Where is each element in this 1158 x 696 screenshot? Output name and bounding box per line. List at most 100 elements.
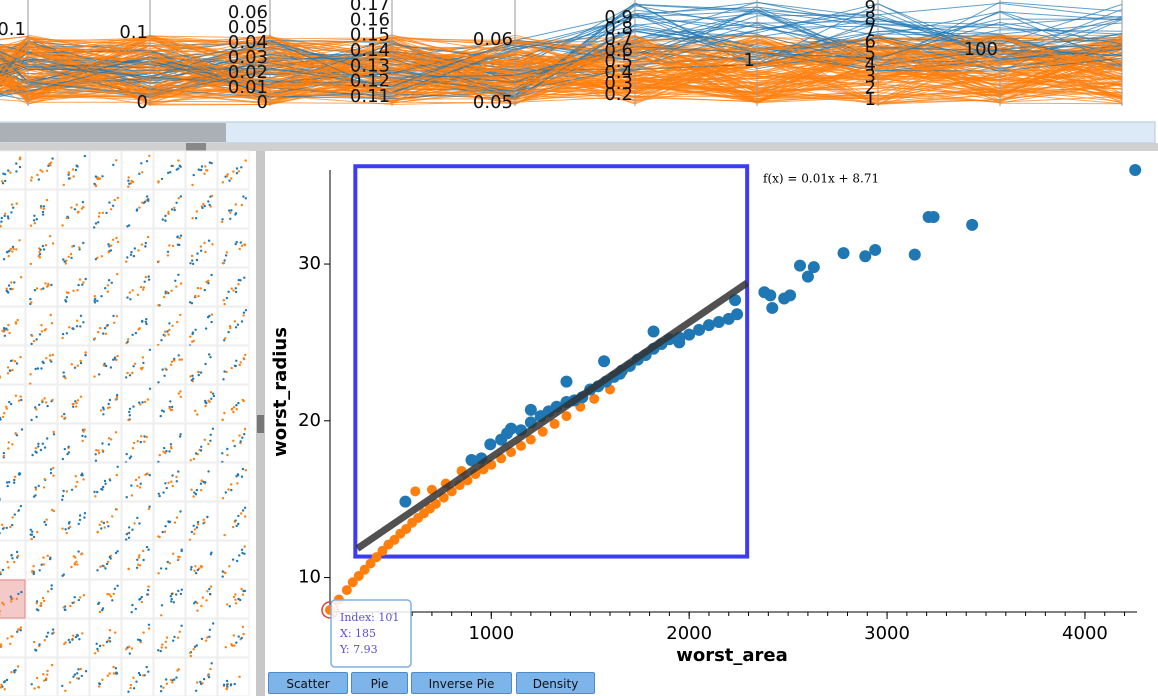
matrix-dot [136, 516, 139, 520]
view-button[interactable]: Inverse Pie [411, 672, 512, 694]
data-point [560, 375, 573, 388]
matrix-dot [167, 212, 170, 215]
matrix-dot [70, 565, 73, 569]
matrix-dot [75, 164, 78, 167]
matrix-dot [131, 371, 134, 375]
matrix-cell [89, 501, 122, 541]
matrix-dot [169, 443, 173, 446]
view-button[interactable]: Scatter [268, 672, 348, 694]
view-button[interactable]: Pie [351, 672, 408, 694]
matrix-cell [185, 384, 218, 424]
matrix-dot [165, 486, 168, 490]
matrix-dot [241, 509, 245, 512]
matrix-dot [194, 294, 197, 298]
matrix-dot [78, 638, 81, 641]
matrix-dot [74, 168, 78, 172]
data-point [525, 434, 536, 445]
matrix-dot [108, 406, 111, 409]
matrix-dot [106, 560, 110, 563]
matrix-dot [62, 412, 66, 416]
matrix-dot [34, 367, 37, 371]
matrix-dot [18, 472, 22, 475]
matrix-dot [13, 478, 16, 482]
matrix-dot [173, 208, 176, 212]
matrix-dot [50, 360, 53, 363]
matrix-dot [236, 559, 239, 563]
matrix-dot [15, 202, 18, 205]
matrix-dot [207, 674, 210, 677]
matrix-dot [136, 484, 139, 488]
matrix-dot [62, 183, 65, 187]
matrix-dot [98, 177, 102, 180]
matrix-dot [5, 678, 9, 682]
matrix-dot [236, 473, 240, 476]
matrix-dot [179, 510, 182, 513]
splitter-handle[interactable] [257, 415, 264, 433]
matrix-dot [105, 364, 108, 368]
matrix-dot [144, 245, 147, 248]
matrix-dot [71, 168, 75, 171]
matrix-dot [108, 629, 112, 632]
matrix-dot [7, 447, 10, 450]
matrix-dot [64, 528, 67, 531]
fit-line [355, 279, 750, 552]
matrix-dot [230, 366, 233, 370]
matrix-dot [180, 588, 183, 591]
matrix-dot [11, 287, 14, 291]
matrix-dot [81, 632, 84, 635]
matrix-dot [37, 685, 40, 689]
matrix-dot [125, 452, 128, 456]
matrix-dot [175, 475, 178, 479]
matrix-dot [7, 323, 10, 327]
pc-tick-label: 6 [865, 32, 876, 53]
matrix-dot [109, 438, 113, 441]
scrollbar-thumb[interactable] [0, 123, 226, 142]
matrix-dot [43, 639, 46, 642]
matrix-dot [193, 569, 196, 572]
matrix-dot [79, 325, 82, 328]
view-button[interactable]: Density [516, 672, 595, 694]
matrix-dot [242, 314, 245, 317]
matrix-dot [31, 571, 34, 574]
matrix-dot [11, 245, 15, 249]
splitter[interactable] [0, 143, 1158, 151]
matrix-dot [62, 606, 65, 609]
matrix-dot [177, 159, 180, 162]
matrix-dot [129, 182, 133, 185]
matrix-dot [174, 279, 177, 282]
matrix-dot [140, 162, 143, 165]
matrix-dot [179, 592, 183, 596]
matrix-dot [116, 354, 119, 358]
matrix-dot [35, 608, 39, 611]
matrix-dot [74, 485, 78, 488]
matrix-cell [0, 267, 26, 307]
matrix-dot [82, 281, 85, 284]
matrix-dot [94, 459, 98, 462]
matrix-dot [200, 445, 203, 448]
pc-tick-label: 0.8 [604, 18, 633, 39]
matrix-dot [14, 321, 18, 324]
matrix-dot [42, 361, 45, 365]
matrix-dot [142, 288, 145, 291]
matrix-dot [130, 611, 133, 614]
matrix-dot [195, 210, 198, 213]
matrix-dot [147, 588, 150, 592]
matrix-dot [127, 176, 130, 179]
pc-tick-label: 0 [137, 92, 148, 113]
matrix-dot [103, 327, 107, 330]
matrix-dot [190, 254, 194, 258]
matrix-dot [2, 172, 5, 175]
matrix-dot [164, 451, 167, 455]
matrix-dot [159, 567, 163, 570]
matrix-dot [80, 472, 84, 475]
matrix-dot [194, 328, 197, 331]
matrix-dot [79, 314, 83, 317]
data-point [702, 319, 715, 332]
matrix-cell [217, 345, 250, 385]
matrix-dot [139, 639, 142, 642]
matrix-dot [145, 195, 149, 198]
matrix-dot [147, 275, 150, 278]
splitter-handle[interactable] [186, 143, 206, 151]
matrix-dot [164, 482, 167, 485]
matrix-dot [147, 548, 150, 551]
